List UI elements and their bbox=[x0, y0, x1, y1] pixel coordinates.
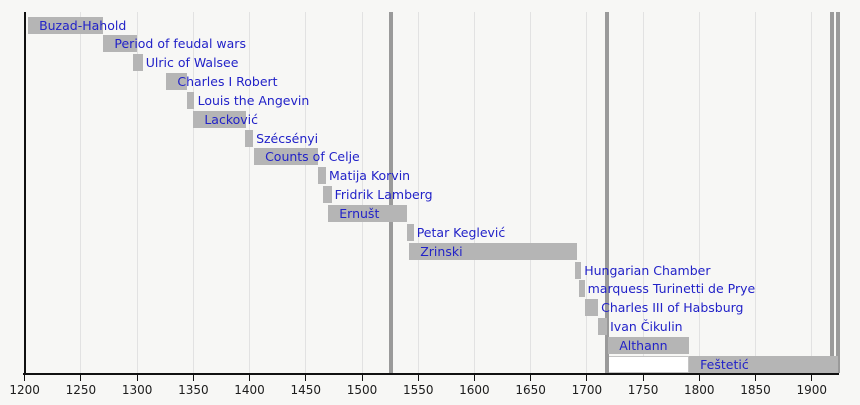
axis-tick-label-1900: 1900 bbox=[796, 383, 827, 397]
white-gap-segment bbox=[607, 355, 690, 373]
gridline-1500 bbox=[361, 12, 363, 374]
axis-tick-label-1800: 1800 bbox=[684, 383, 715, 397]
axis-tick-1300 bbox=[136, 375, 138, 381]
axis-tick-label-1450: 1450 bbox=[290, 383, 322, 397]
event-line-1923 bbox=[835, 12, 840, 373]
axis-tick-label-1600: 1600 bbox=[459, 383, 490, 397]
axis-tick-label-1750: 1750 bbox=[627, 383, 659, 397]
axis-tick-label-1500: 1500 bbox=[346, 383, 378, 397]
event-line-1918 bbox=[829, 12, 834, 373]
axis-tick-1750 bbox=[642, 375, 644, 381]
timeline-bar-althann bbox=[608, 336, 690, 354]
axis-tick-1600 bbox=[473, 375, 475, 381]
axis-tick-label-1350: 1350 bbox=[178, 383, 209, 397]
timeline-bar-matija-korvin bbox=[318, 167, 326, 185]
timeline-bar-hungarian-chamber bbox=[574, 261, 582, 279]
timeline-bar-ernu-t bbox=[328, 205, 407, 222]
timeline-bar-label-matija-korvin: Matija Korvin bbox=[329, 168, 411, 184]
axis-tick-1700 bbox=[586, 375, 588, 381]
gridline-1850 bbox=[755, 12, 757, 374]
timeline-bar-ivan-ikulin bbox=[598, 318, 608, 336]
gridline-1450 bbox=[305, 12, 307, 374]
axis-tick-1500 bbox=[361, 375, 363, 381]
gridline-1900 bbox=[811, 12, 813, 374]
axis-tick-label-1400: 1400 bbox=[234, 383, 265, 397]
timeline-bar-period-of-feudal-wars bbox=[103, 35, 138, 53]
event-line-1526 bbox=[389, 12, 394, 373]
axis-tick-label-1200: 1200 bbox=[9, 383, 40, 397]
timeline-bar-fridrik-lamberg bbox=[322, 186, 332, 204]
gridline-1250 bbox=[80, 12, 82, 374]
timeline-bar-label-period-of-feudal-wars: Period of feudal wars bbox=[114, 36, 246, 52]
axis-tick-1850 bbox=[755, 375, 757, 381]
y-axis-line bbox=[23, 12, 26, 375]
axis-tick-1350 bbox=[192, 375, 194, 381]
axis-tick-1250 bbox=[80, 375, 82, 381]
axis-tick-label-1250: 1250 bbox=[65, 383, 97, 397]
timeline-bar-label-fe-teti: Feštetić bbox=[700, 356, 749, 372]
gridline-1300 bbox=[136, 12, 138, 374]
timeline-bar-charles-iii-of-habsburg bbox=[584, 299, 599, 317]
timeline-bar-counts-of-celje bbox=[254, 148, 319, 166]
axis-tick-1450 bbox=[305, 375, 307, 381]
axis-tick-label-1300: 1300 bbox=[121, 383, 153, 397]
axis-tick-label-1700: 1700 bbox=[571, 383, 603, 397]
timeline-bar-label-marquess-turinetti-de-prye: marquess Turinetti de Prye bbox=[587, 281, 756, 297]
event-line-1718 bbox=[605, 12, 610, 373]
axis-tick-1900 bbox=[811, 375, 813, 381]
timeline-bar-zrinski bbox=[409, 242, 577, 260]
timeline-bar-label-hungarian-chamber: Hungarian Chamber bbox=[584, 262, 711, 278]
timeline-bar-label-lackovi: Lacković bbox=[204, 111, 259, 127]
axis-tick-1200 bbox=[24, 375, 26, 381]
timeline-bar-label-ivan-ikulin: Ivan Čikulin bbox=[610, 319, 683, 335]
axis-tick-label-1550: 1550 bbox=[402, 383, 434, 397]
gridline-1700 bbox=[586, 12, 588, 374]
timeline-bar-petar-keglevi bbox=[406, 223, 414, 241]
timeline-bar-louis-the-angevin bbox=[186, 91, 195, 109]
gridline-1400 bbox=[249, 12, 251, 374]
axis-tick-label-1650: 1650 bbox=[515, 383, 546, 397]
timeline-bar-label-charles-iii-of-habsburg: Charles III of Habsburg bbox=[601, 300, 744, 316]
timeline-bar-label-buzad-hahold: Buzad-Hahold bbox=[39, 17, 127, 33]
timeline-bar-label-ernu-t: Ernušt bbox=[339, 206, 380, 221]
timeline-bar-label-sz-cs-nyi: Szécsényi bbox=[256, 130, 319, 146]
axis-tick-label-1850: 1850 bbox=[740, 383, 771, 397]
timeline-bar-label-fridrik-lamberg: Fridrik Lamberg bbox=[334, 187, 433, 203]
timeline-bar-label-ulric-of-walsee: Ulric of Walsee bbox=[145, 55, 239, 71]
timeline-bar-ulric-of-walsee bbox=[132, 54, 143, 72]
timeline-bar-fe-teti bbox=[689, 355, 838, 373]
timeline-bar-label-zrinski: Zrinski bbox=[420, 243, 463, 259]
timeline-bar-label-charles-i-robert: Charles I Robert bbox=[177, 74, 278, 90]
axis-tick-1800 bbox=[698, 375, 700, 381]
x-axis-line bbox=[23, 373, 840, 375]
timeline-bar-label-althann: Althann bbox=[619, 337, 668, 353]
timeline-bar-label-petar-keglevi: Petar Keglević bbox=[416, 224, 506, 240]
timeline-bar-label-counts-of-celje: Counts of Celje bbox=[265, 149, 360, 165]
timeline-bar-marquess-turinetti-de-prye bbox=[579, 280, 585, 298]
gridline-1800 bbox=[698, 12, 700, 374]
gridline-1600 bbox=[473, 12, 475, 374]
gridline-1550 bbox=[417, 12, 419, 374]
timeline-bar-lackovi bbox=[193, 110, 247, 128]
gridline-1750 bbox=[642, 12, 644, 374]
timeline-bar-label-louis-the-angevin: Louis the Angevin bbox=[197, 92, 310, 108]
gridline-1350 bbox=[192, 12, 194, 374]
axis-tick-1550 bbox=[417, 375, 419, 381]
timeline-bar-charles-i-robert bbox=[166, 73, 187, 91]
gridline-1650 bbox=[530, 12, 532, 374]
timeline-bar-buzad-hahold bbox=[28, 16, 104, 34]
timeline-bar-sz-cs-nyi bbox=[245, 129, 253, 147]
axis-tick-1650 bbox=[530, 375, 532, 381]
axis-tick-1400 bbox=[249, 375, 251, 381]
